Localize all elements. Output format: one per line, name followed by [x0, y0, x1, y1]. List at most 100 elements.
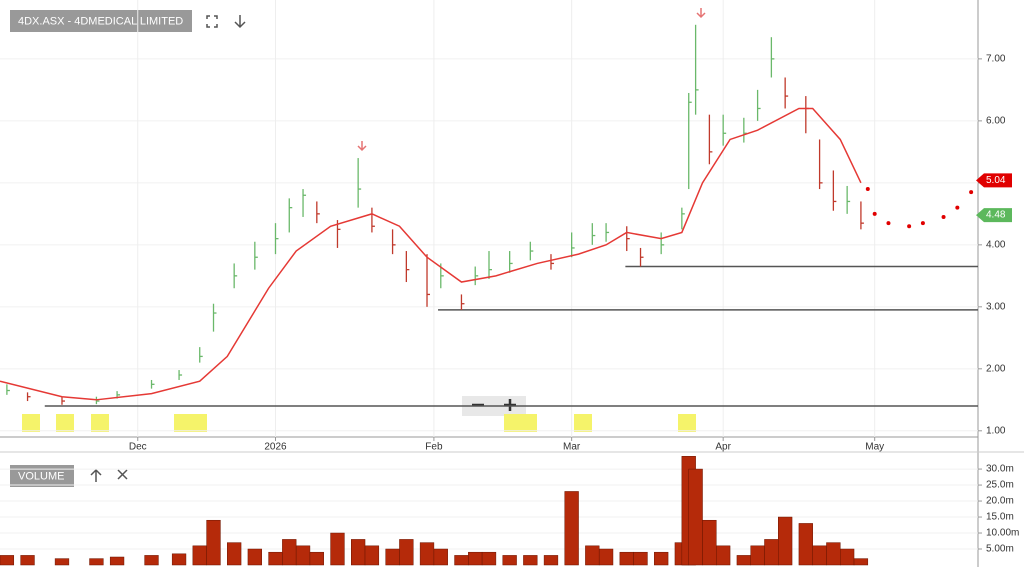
plot-layer: 1.002.003.004.005.006.007.00Dec2026FebMa… [0, 0, 1012, 453]
volume-title-box[interactable] [10, 465, 74, 487]
volume-bar [564, 491, 579, 566]
volume-bar [330, 532, 345, 566]
note-icon[interactable] [174, 414, 192, 432]
volume-bar [750, 545, 765, 566]
projection-dot [872, 211, 877, 216]
y-tick-label: 15.0m [986, 512, 1014, 523]
volume-bar [598, 548, 614, 566]
volume-bar [543, 555, 559, 566]
volume-bar [54, 558, 70, 566]
y-tick-label: 5.00m [986, 544, 1014, 555]
volume-bar [309, 551, 324, 566]
volume-bar [778, 516, 793, 566]
volume-bar [654, 551, 669, 566]
y-tick-label: 30.0m [986, 464, 1014, 475]
note-icon[interactable] [678, 414, 696, 432]
projection-dot [920, 221, 925, 226]
y-tick-label: 25.0m [986, 480, 1014, 491]
volume-bar [206, 519, 221, 566]
volume-bar [853, 558, 869, 566]
price-tag [976, 208, 1012, 223]
volume-bar [20, 555, 35, 566]
volume-bar [268, 551, 283, 566]
volume-bar [481, 551, 497, 566]
x-tick-label: Dec [129, 442, 147, 453]
move-up-icon[interactable] [90, 468, 102, 482]
note-icon[interactable] [504, 414, 522, 432]
volume-bar [736, 555, 751, 566]
volume-bar [89, 558, 104, 566]
x-tick-label: Feb [425, 442, 443, 453]
volume-bar [702, 519, 717, 566]
note-icon[interactable] [519, 414, 537, 432]
volume-bar [247, 548, 262, 566]
volume-bar [192, 545, 207, 566]
projection-dot [941, 214, 946, 219]
y-tick-label: 20.0m [986, 496, 1014, 507]
volume-bar [351, 539, 366, 566]
title-box[interactable] [10, 10, 192, 32]
volume-title: VOLUME [18, 470, 64, 482]
note-icon[interactable] [56, 414, 74, 432]
volume-bar [433, 548, 448, 566]
x-tick-label: May [865, 442, 884, 453]
note-icon[interactable] [91, 414, 109, 432]
y-tick-label: 7.00 [986, 54, 1006, 65]
volume-bar [798, 523, 813, 566]
volume-bar [840, 548, 855, 566]
volume-bar [688, 468, 703, 566]
y-tick-label: 1.00 [986, 425, 1006, 436]
x-tick-label: 2026 [264, 442, 287, 453]
volume-bar [523, 555, 538, 566]
volume-bar [502, 555, 517, 566]
volume-bar [109, 556, 125, 566]
projection-dot [955, 205, 960, 210]
signal-arrow [357, 141, 367, 152]
volume-bar [399, 539, 414, 566]
fullscreen-icon[interactable] [206, 15, 218, 28]
price-tag-label: 4.48 [986, 210, 1006, 221]
signal-arrow [696, 8, 706, 19]
note-icon[interactable] [189, 414, 207, 432]
close-icon[interactable] [117, 469, 128, 480]
price-tag [976, 173, 1012, 188]
x-tick-label: Apr [715, 442, 731, 453]
y-tick-label: 4.00 [986, 239, 1006, 250]
y-tick-label: 10.00m [986, 528, 1019, 539]
volume-bar [812, 545, 827, 566]
y-tick-label: 3.00 [986, 301, 1006, 312]
volume-bar [295, 545, 311, 566]
y-tick-label: 6.00 [986, 116, 1006, 127]
note-icon[interactable] [574, 414, 592, 432]
zoom-in[interactable] [504, 399, 516, 411]
download-icon[interactable] [234, 15, 246, 29]
note-icons [22, 414, 696, 432]
projection-dot [886, 221, 891, 226]
volume-bar [171, 553, 187, 566]
projection-dot [865, 187, 870, 192]
volume-bar [468, 551, 483, 566]
volume-bar [282, 539, 297, 566]
volume-bar [385, 548, 400, 566]
volume-bar [633, 551, 648, 566]
volume-bar [585, 545, 600, 566]
moving-average [0, 107, 862, 401]
y-tick-label: 2.00 [986, 363, 1006, 374]
x-tick-label: Mar [563, 442, 581, 453]
volume-bar [454, 555, 469, 566]
chart-title: 4DX.ASX - 4DMEDICAL LIMITED [18, 15, 183, 27]
volume-bar [0, 555, 15, 566]
volume-bar [826, 542, 841, 566]
volume-bar [364, 545, 380, 566]
volume-bar [144, 555, 159, 566]
projection-dot [969, 190, 974, 195]
price-tag-label: 5.04 [986, 175, 1006, 186]
volume-bar [419, 542, 435, 566]
volume-bar [764, 539, 779, 566]
volume-layer: 5.00m 10.00m 15.0m 20.0m 25.0m 30.0m [0, 456, 1019, 566]
volume-bar [227, 542, 242, 566]
note-icon[interactable] [22, 414, 40, 432]
